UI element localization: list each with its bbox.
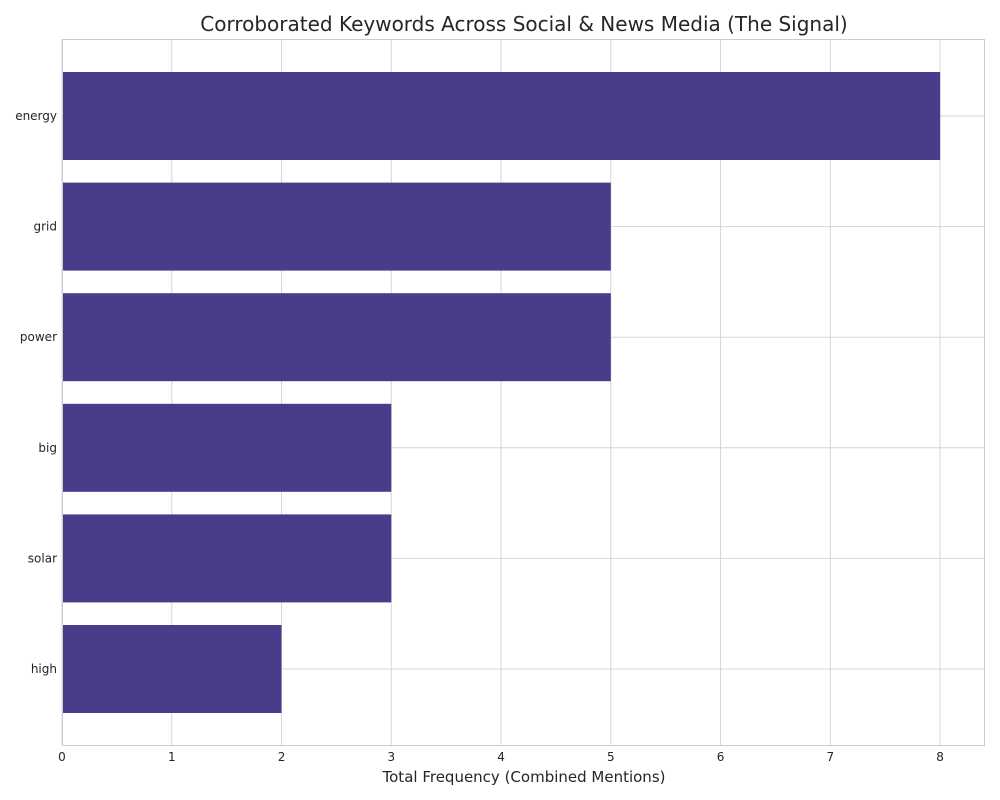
bar-solar bbox=[62, 514, 392, 603]
y-tick-label: high bbox=[31, 662, 57, 676]
bar-energy bbox=[62, 72, 941, 160]
x-tick-label: 7 bbox=[827, 750, 835, 764]
x-tick-label: 4 bbox=[497, 750, 505, 764]
bar-high bbox=[62, 625, 282, 713]
x-tick-label: 0 bbox=[58, 750, 66, 764]
x-tick-label: 8 bbox=[936, 750, 944, 764]
y-tick-label: power bbox=[20, 330, 57, 344]
bar-grid bbox=[62, 182, 611, 271]
bar-power bbox=[62, 293, 611, 382]
x-axis-label: Total Frequency (Combined Mentions) bbox=[382, 768, 666, 786]
x-tick-label: 1 bbox=[168, 750, 176, 764]
bar-layer bbox=[62, 72, 941, 713]
y-tick-label: big bbox=[38, 441, 57, 455]
y-tick-labels: energy grid power big solar high bbox=[15, 109, 57, 676]
x-tick-label: 6 bbox=[717, 750, 725, 764]
y-tick-label: grid bbox=[33, 220, 57, 234]
bar-big bbox=[62, 403, 392, 492]
x-tick-labels: 0 1 2 3 4 5 6 7 8 bbox=[58, 750, 944, 764]
x-tick-label: 2 bbox=[278, 750, 286, 764]
y-tick-label: energy bbox=[15, 109, 57, 123]
x-tick-label: 3 bbox=[387, 750, 395, 764]
y-tick-label: solar bbox=[28, 551, 57, 565]
plot-frame bbox=[62, 39, 985, 746]
chart-title: Corroborated Keywords Across Social & Ne… bbox=[200, 12, 847, 36]
x-tick-label: 5 bbox=[607, 750, 615, 764]
